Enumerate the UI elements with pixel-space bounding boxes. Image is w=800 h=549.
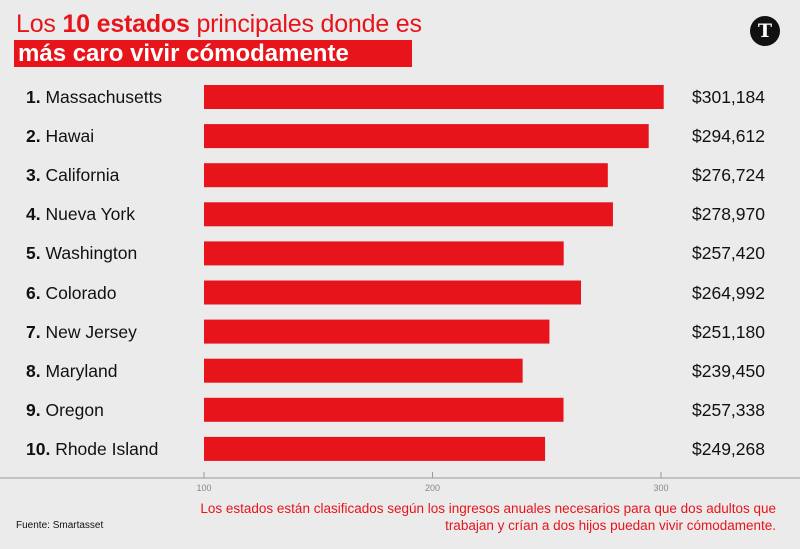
value-label: $276,724 [692,165,765,186]
category-label: 8. Maryland [26,361,117,381]
bar [204,202,613,227]
category-label: 9. Oregon [26,400,104,420]
category-label: 10. Rhode Island [26,439,158,459]
category-rank: 8. [26,360,41,381]
source-note: Fuente: Smartasset [16,520,104,531]
category-state: New Jersey [40,321,137,342]
value-label: $249,268 [692,438,765,459]
bar [204,319,550,344]
x-tick-label: 300 [653,483,668,493]
title-prefix: Los [16,10,63,38]
footnote: Los estados están clasificados según los… [200,501,776,533]
category-state: Oregon [40,399,104,420]
category-label: 6. Colorado [26,283,117,303]
category-label: 4. Nueva York [26,204,135,224]
value-label: $294,612 [692,126,765,147]
category-state: Washington [40,243,138,264]
bar [204,124,649,149]
bar [204,241,564,266]
bar [204,280,582,305]
title-line-1: Los 10 estados principales donde es [16,10,422,39]
value-label: $257,338 [692,399,765,420]
category-label: 5. Washington [26,243,137,263]
category-label: 7. New Jersey [26,322,137,342]
category-rank: 6. [26,282,41,303]
title-line-2: más caro vivir cómodamente [14,40,412,67]
category-rank: 3. [26,165,41,186]
category-state: California [40,165,120,186]
value-label: $278,970 [692,204,765,225]
publisher-logo: T [750,16,780,46]
title-suffix: principales donde es [189,10,422,38]
category-rank: 2. [26,126,41,147]
category-rank: 4. [26,204,41,225]
title-highlight: 10 estados [62,10,190,38]
category-rank: 7. [26,321,41,342]
value-label: $264,992 [692,282,765,303]
category-state: Maryland [40,360,118,381]
category-rank: 5. [26,243,41,264]
category-rank: 10. [26,438,51,459]
value-label: $257,420 [692,243,765,264]
category-label: 2. Hawai [26,126,94,146]
category-label: 1. Massachusetts [26,87,162,107]
x-tick-label: 200 [425,483,440,493]
category-state: Rhode Island [50,438,159,459]
bar [204,358,523,383]
value-label: $301,184 [692,87,765,107]
value-label: $251,180 [692,321,765,342]
category-state: Colorado [40,282,117,303]
value-label: $239,450 [692,360,765,381]
category-label: 3. California [26,165,119,185]
bar [204,85,664,109]
category-state: Massachusetts [40,87,163,107]
bar [204,436,546,461]
category-rank: 1. [26,87,41,107]
bar [204,397,564,422]
bar [204,163,608,188]
category-rank: 9. [26,399,41,420]
x-tick-label: 100 [196,483,211,493]
category-state: Hawai [40,126,95,147]
category-state: Nueva York [40,204,135,225]
